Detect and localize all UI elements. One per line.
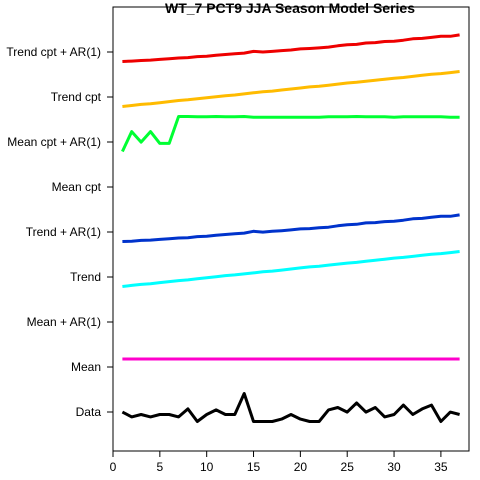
series-line-trend-ar-1 bbox=[122, 213, 460, 243]
x-tick-label-15: 15 bbox=[247, 460, 261, 474]
series-line-trend-cpt bbox=[122, 70, 460, 108]
series-line-mean-cpt-ar-1 bbox=[121, 115, 460, 153]
x-tick-label-10: 10 bbox=[200, 460, 214, 474]
y-tick-label-mean-ar-1: Mean + AR(1) bbox=[27, 315, 101, 329]
chart-title: WT_7 PCT9 JJA Season Model Series bbox=[165, 0, 415, 16]
x-tick-label-20: 20 bbox=[294, 460, 308, 474]
series-line-data bbox=[121, 392, 460, 423]
plot-frame bbox=[112, 6, 470, 452]
x-tick-label-35: 35 bbox=[434, 460, 448, 474]
y-tick-label-mean: Mean bbox=[71, 360, 101, 374]
y-tick-label-mean-cpt-ar-1: Mean cpt + AR(1) bbox=[7, 135, 101, 149]
y-tick-label-data: Data bbox=[76, 405, 102, 419]
y-tick-label-trend-cpt-ar-1: Trend cpt + AR(1) bbox=[6, 45, 101, 59]
series-layer bbox=[121, 33, 460, 423]
series-line-trend bbox=[122, 250, 460, 288]
x-tick-label-0: 0 bbox=[110, 460, 117, 474]
y-axis: Data Mean Mean + AR(1) Trend Trend + AR(1) Me… bbox=[6, 45, 113, 419]
x-tick-label-25: 25 bbox=[341, 460, 355, 474]
x-tick-label-5: 5 bbox=[156, 460, 163, 474]
x-tick-label-30: 30 bbox=[387, 460, 401, 474]
y-tick-label-mean-cpt: Mean cpt bbox=[52, 180, 102, 194]
y-tick-label-trend-ar-1: Trend + AR(1) bbox=[26, 225, 101, 239]
y-tick-label-trend-cpt: Trend cpt bbox=[51, 90, 102, 104]
series-line-trend-cpt-ar-1 bbox=[122, 33, 460, 63]
x-axis: 0 5 10 15 20 25 30 35 bbox=[110, 451, 448, 474]
y-tick-label-trend: Trend bbox=[70, 270, 101, 284]
